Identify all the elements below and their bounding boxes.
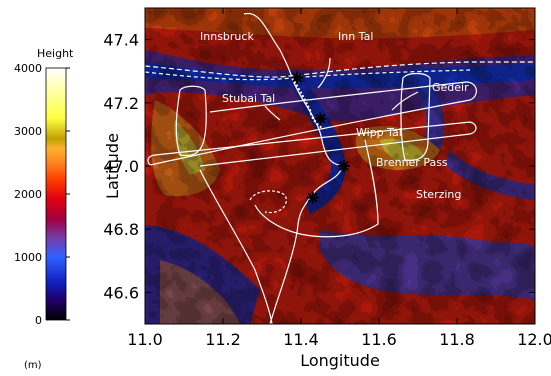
- track-circuit-west: [175, 85, 207, 157]
- station-star-marker: [291, 71, 304, 84]
- flight-tracks: [145, 12, 535, 324]
- colorbar-tick-label: 4000: [14, 62, 42, 75]
- colorbar-gradient: [45, 67, 67, 321]
- y-axis-label: Latitude: [103, 133, 122, 199]
- place-labels: Innsbruck Inn Tal Stubai Tal Gedeir Wipp…: [200, 30, 469, 201]
- label-wipp-tal: Wipp Tal: [356, 126, 402, 139]
- arrow-stubai-tal: [264, 105, 281, 121]
- track-inn-valley-dashed: [145, 61, 535, 78]
- y-tick-label: 46.6: [103, 283, 139, 302]
- track-loop-middle: [147, 121, 477, 167]
- colorbar-tick-label: 2000: [14, 188, 42, 201]
- label-brenner-pass: Brenner Pass: [376, 156, 448, 169]
- star-stroke: [292, 72, 303, 83]
- star-stroke: [307, 192, 318, 203]
- track-southwest: [199, 169, 273, 324]
- arrow-inn-tal: [317, 57, 331, 89]
- station-star-marker: [306, 191, 319, 204]
- star-stroke: [315, 113, 326, 124]
- y-axis-ticks: 46.6 46.8 47.0 47.2 47.4: [103, 31, 535, 302]
- colorbar-tick-label: 0: [35, 314, 42, 327]
- x-tick-label: 11.6: [361, 330, 397, 349]
- colorbar-title: Height: [37, 47, 74, 60]
- station-star-marker: [337, 160, 350, 172]
- x-tick-label: 11.2: [205, 330, 241, 349]
- y-tick-label: 47.2: [103, 94, 139, 113]
- station-star-marker: [314, 112, 327, 125]
- track-innsbruck-south: [291, 77, 323, 129]
- track-loop-north: [149, 81, 477, 166]
- x-tick-label: 11.8: [439, 330, 475, 349]
- label-inn-tal: Inn Tal: [338, 30, 373, 43]
- station-markers: [291, 71, 350, 204]
- terrain-map: Innsbruck Inn Tal Stubai Tal Gedeir Wipp…: [145, 8, 535, 324]
- x-tick-label: 12.0: [517, 330, 551, 349]
- track-wipp-valley: [243, 12, 343, 324]
- height-colorbar: Height 0 1000 2000 3000 4000 (m): [14, 47, 74, 371]
- colorbar-unit: (m): [24, 360, 42, 371]
- track-sterzing-dashed: [249, 190, 287, 214]
- label-sterzing: Sterzing: [416, 188, 461, 201]
- label-gedeir: Gedeir: [432, 81, 469, 94]
- track-circuit-east: [400, 72, 431, 161]
- colorbar-tick-label: 3000: [14, 125, 42, 138]
- x-axis-label: Longitude: [300, 351, 380, 370]
- colorbar-tick-label: 1000: [14, 251, 42, 264]
- arrow-gedeir: [391, 91, 419, 111]
- x-axis-ticks: 11.0 11.2 11.4 11.6 11.8 12.0: [127, 8, 551, 349]
- colorbar-ticks: 0 1000 2000 3000 4000: [14, 62, 70, 327]
- track-southeast: [254, 139, 379, 238]
- star-stroke: [338, 161, 349, 171]
- label-stubai-tal: Stubai Tal: [222, 92, 275, 105]
- y-tick-label: 46.8: [103, 220, 139, 239]
- label-innsbruck: Innsbruck: [200, 30, 254, 43]
- x-tick-label: 11.0: [127, 330, 163, 349]
- y-tick-label: 47.0: [103, 157, 139, 176]
- y-tick-label: 47.4: [103, 31, 139, 50]
- x-tick-label: 11.4: [283, 330, 319, 349]
